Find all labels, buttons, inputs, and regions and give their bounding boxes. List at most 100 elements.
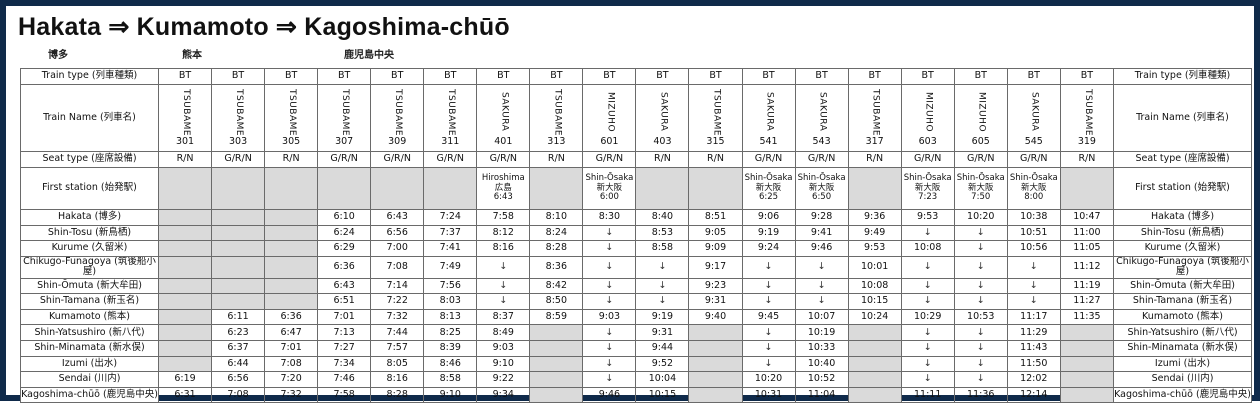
time-cell: 7:41 <box>423 240 478 257</box>
time-cell <box>847 386 902 403</box>
time-cell: 8:05 <box>370 355 425 373</box>
time-cell: 8:37 <box>476 308 531 326</box>
first-station-kanji: 新大阪 <box>1021 182 1047 193</box>
station-name: Kumamoto (熊本) <box>20 308 159 326</box>
time-cell: ↓ <box>582 340 637 357</box>
train-name-cell: TSUBAME 301 <box>157 84 213 152</box>
seat-type-cell: G/R/N <box>1006 151 1061 168</box>
time-cell: ↓ <box>953 293 1008 310</box>
time-cell: 6:37 <box>211 340 266 357</box>
station-name: Shin-Tamana (新玉名) <box>20 293 159 310</box>
time-cell: 9:17 <box>688 255 743 279</box>
time-cell: ↓ <box>900 340 955 357</box>
seat-type-cell: G/R/N <box>582 151 637 168</box>
time-cell <box>529 324 584 342</box>
train-name-text: MIZUHO <box>976 91 987 132</box>
train-number: 543 <box>812 135 831 147</box>
time-cell <box>157 293 213 310</box>
kanji-mid: 熊本 <box>182 50 202 61</box>
seat-type-cell: R/N <box>688 151 743 168</box>
station-name-right: Shin-Ōmuta (新大牟田) <box>1113 277 1252 295</box>
train-name-text: TSUBAME <box>180 88 191 136</box>
train-number: 605 <box>971 135 990 147</box>
first-station-kanji: 新大阪 <box>596 182 623 193</box>
station-name-right: Kagoshima-chūō (鹿児島中央) <box>1113 386 1252 403</box>
time-cell: 8:42 <box>529 277 584 295</box>
station-name: Kagoshima-chūō (鹿児島中央) <box>20 386 159 403</box>
time-cell: 11:00 <box>1059 224 1115 242</box>
time-cell: 10:20 <box>953 209 1008 226</box>
time-cell: 9:45 <box>741 308 796 326</box>
time-cell: ↓ <box>953 240 1008 257</box>
train-type-cell: BT <box>582 68 637 85</box>
first-station-name: Shin-Ōsaka <box>744 172 793 183</box>
time-cell: 9:06 <box>741 209 796 226</box>
time-cell: 10:07 <box>794 308 849 326</box>
time-cell: 7:37 <box>423 224 478 242</box>
time-cell: 10:01 <box>847 255 902 279</box>
first-station-name: Shin-Ōsaka <box>903 172 952 183</box>
time-cell: 11:29 <box>1006 324 1061 342</box>
station-name: Shin-Minamata (新水俣) <box>20 340 159 357</box>
train-number: 309 <box>388 135 407 147</box>
station-name-right: Shin-Minamata (新水俣) <box>1113 340 1252 357</box>
first-station-cell: Hiroshima 広島 6:43 <box>476 167 531 210</box>
time-cell: 7:32 <box>370 308 425 326</box>
train-number: 305 <box>282 135 301 147</box>
time-cell <box>1059 386 1115 403</box>
time-cell: 10:19 <box>794 324 849 342</box>
train-type-cell: BT <box>741 68 796 85</box>
time-cell <box>1059 324 1115 342</box>
train-number: 603 <box>918 135 937 147</box>
first-station-name: Shin-Ōsaka <box>585 172 634 183</box>
time-cell <box>211 224 266 242</box>
station-name-right: Shin-Tosu (新鳥栖) <box>1113 224 1252 242</box>
time-cell <box>1059 371 1115 388</box>
time-cell: ↓ <box>900 293 955 310</box>
time-cell: 8:24 <box>529 224 584 242</box>
time-cell: 10:52 <box>794 371 849 388</box>
first-station-time: 7:23 <box>918 192 938 203</box>
first-station-kanji: 新大阪 <box>808 182 835 193</box>
time-cell: 7:56 <box>423 277 478 295</box>
time-cell: ↓ <box>953 324 1008 342</box>
time-cell: 8:13 <box>423 308 478 326</box>
station-name-right: Hakata (博多) <box>1113 209 1252 226</box>
train-name-text: MIZUHO <box>923 91 934 132</box>
time-cell: ↓ <box>794 277 849 295</box>
time-cell: 8:58 <box>423 371 478 388</box>
first-station-cell: Shin-Ōsaka 新大阪 6:00 <box>582 167 637 210</box>
train-number: 401 <box>494 135 513 147</box>
train-number: 303 <box>229 135 248 147</box>
time-cell <box>157 209 213 226</box>
time-cell <box>529 355 584 373</box>
first-station-time: 6:43 <box>493 192 513 203</box>
time-cell <box>529 371 584 388</box>
time-cell: 7:57 <box>370 340 425 357</box>
train-number: 545 <box>1024 135 1043 147</box>
first-station-cell: Shin-Ōsaka 新大阪 8:00 <box>1006 167 1061 210</box>
station-name: Chikugo-Funagoya (筑後船小屋) <box>20 255 159 279</box>
time-cell: 7:27 <box>317 340 372 357</box>
kanji-origin: 博多 <box>48 50 68 61</box>
first-station-kanji: 新大阪 <box>967 182 994 193</box>
time-cell: 11:35 <box>1059 308 1115 326</box>
train-name-label: Train Name (列車名) <box>20 84 159 152</box>
time-cell: 9:05 <box>688 224 743 242</box>
seat-type-cell: R/N <box>529 151 584 168</box>
time-cell: ↓ <box>741 324 796 342</box>
time-cell: 8:28 <box>529 240 584 257</box>
time-cell <box>264 209 319 226</box>
train-name-cell: MIZUHO 603 <box>900 84 955 152</box>
first-station-cell <box>847 167 902 210</box>
seat-type-cell: G/R/N <box>317 151 372 168</box>
train-name-cell: TSUBAME 311 <box>423 84 478 152</box>
seat-type-cell: G/R/N <box>423 151 478 168</box>
time-cell <box>264 293 319 310</box>
first-station-kanji: 新大阪 <box>755 182 782 193</box>
time-cell: 7:46 <box>317 371 372 388</box>
time-cell: ↓ <box>582 255 637 279</box>
time-cell: ↓ <box>953 371 1008 388</box>
time-cell: 7:44 <box>370 324 425 342</box>
seat-type-cell: R/N <box>157 151 213 168</box>
